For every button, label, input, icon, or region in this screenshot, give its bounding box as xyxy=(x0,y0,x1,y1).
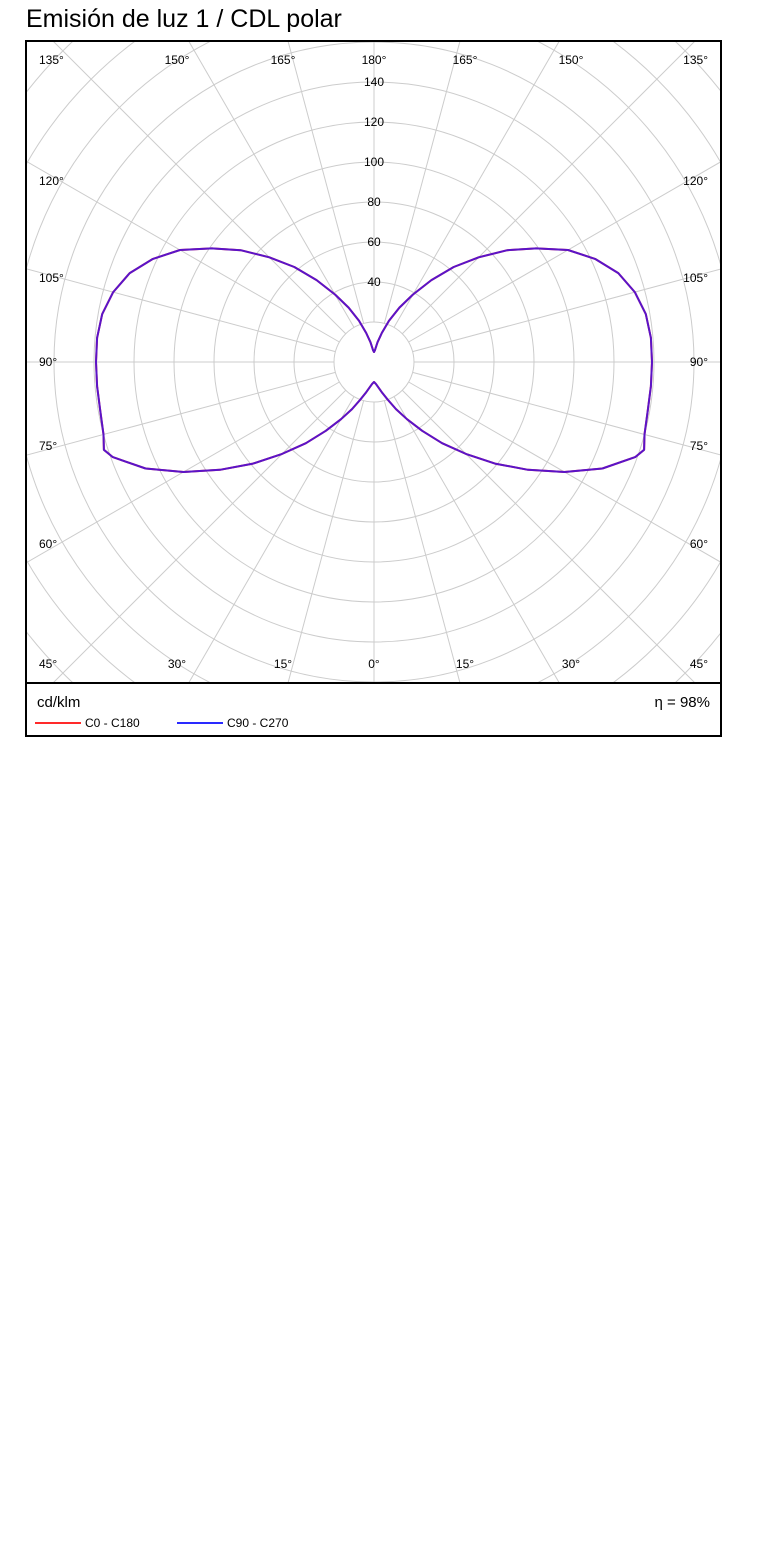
angle-label: 15° xyxy=(274,657,292,671)
radial-gridline xyxy=(53,42,347,335)
angle-label: 165° xyxy=(271,53,296,67)
legend: cd/klm η = 98% C0 - C180 C90 - C270 xyxy=(27,682,720,737)
angle-label: 135° xyxy=(39,53,64,67)
radial-ring xyxy=(133,121,615,603)
radial-ring xyxy=(293,281,455,443)
legend-entry-c0-c180: C0 - C180 xyxy=(35,716,140,730)
radial-gridline xyxy=(408,381,720,563)
chart-title: Emisión de luz 1 / CDL polar xyxy=(26,5,342,33)
radial-gridline xyxy=(393,42,560,328)
radial-gridline xyxy=(27,268,336,353)
legend-entry-c90-c270: C90 - C270 xyxy=(177,716,288,730)
radial-ring xyxy=(53,42,695,682)
radial-gridline xyxy=(393,396,560,682)
angle-label: 150° xyxy=(559,53,584,67)
radial-ring xyxy=(213,201,535,523)
radial-tick-label: 100 xyxy=(364,155,384,169)
radial-ring xyxy=(173,161,575,563)
angle-label: 15° xyxy=(456,657,474,671)
radial-gridline xyxy=(27,381,340,563)
radial-gridline xyxy=(27,371,336,456)
unit-label: cd/klm xyxy=(37,694,81,711)
radial-gridline xyxy=(401,389,695,682)
radial-tick-label: 60 xyxy=(367,235,381,249)
angle-label: 105° xyxy=(683,271,708,285)
angle-label: 30° xyxy=(168,657,186,671)
polar-grid xyxy=(27,42,720,682)
radial-gridline xyxy=(383,42,461,324)
efficiency-label: η = 98% xyxy=(654,694,710,711)
radial-gridline xyxy=(412,371,720,456)
radial-gridline xyxy=(287,400,365,682)
angle-label: 135° xyxy=(683,53,708,67)
angle-label: 120° xyxy=(683,174,708,188)
angle-label: 90° xyxy=(39,355,57,369)
angle-label: 75° xyxy=(690,439,708,453)
legend-label-c90-c270: C90 - C270 xyxy=(227,716,289,730)
angle-label: 90° xyxy=(690,355,708,369)
radial-gridline xyxy=(188,42,355,328)
radial-tick-label: 80 xyxy=(367,195,381,209)
polar-curves xyxy=(95,247,653,473)
radial-gridline xyxy=(408,161,720,343)
legend-swatch-c90-c270 xyxy=(177,722,223,724)
radial-gridline xyxy=(188,396,355,682)
angle-label: 105° xyxy=(39,271,64,285)
polar-chart-frame: 40 60 80 100 120 140 135° 150° 165° 120° 105° 90° 75… xyxy=(25,40,722,737)
radial-tick-label: 40 xyxy=(367,275,381,289)
radial-tick-label: 120 xyxy=(364,115,384,129)
angle-label: 120° xyxy=(39,174,64,188)
angle-label: 45° xyxy=(690,657,708,671)
polar-chart: 40 60 80 100 120 140 135° 150° 165° 120° 105° 90° 75… xyxy=(27,42,720,682)
angle-label: 75° xyxy=(39,439,57,453)
angle-label: 30° xyxy=(562,657,580,671)
radial-gridline xyxy=(412,268,720,353)
polar-labels: 40 60 80 100 120 140 135° 150° 165° 120° 105° 90° 75… xyxy=(39,53,708,671)
angle-label: 150° xyxy=(165,53,190,67)
series-curve-c90-c270 xyxy=(95,247,653,473)
radial-ring xyxy=(253,241,495,483)
legend-swatch-c0-c180 xyxy=(35,722,81,724)
radial-ring xyxy=(333,321,415,403)
angle-label: 60° xyxy=(39,537,57,551)
legend-label-c0-c180: C0 - C180 xyxy=(85,716,140,730)
radial-gridline xyxy=(27,161,340,343)
angle-label: 180° xyxy=(362,53,387,67)
radial-gridline xyxy=(401,42,695,335)
angle-label: 45° xyxy=(39,657,57,671)
radial-tick-label: 140 xyxy=(364,75,384,89)
radial-gridline xyxy=(383,400,461,682)
angle-label: 60° xyxy=(690,537,708,551)
angle-label: 165° xyxy=(453,53,478,67)
radial-gridline xyxy=(53,389,347,682)
radial-ring xyxy=(93,81,655,643)
radial-gridline xyxy=(287,42,365,324)
angle-label: 0° xyxy=(368,657,380,671)
